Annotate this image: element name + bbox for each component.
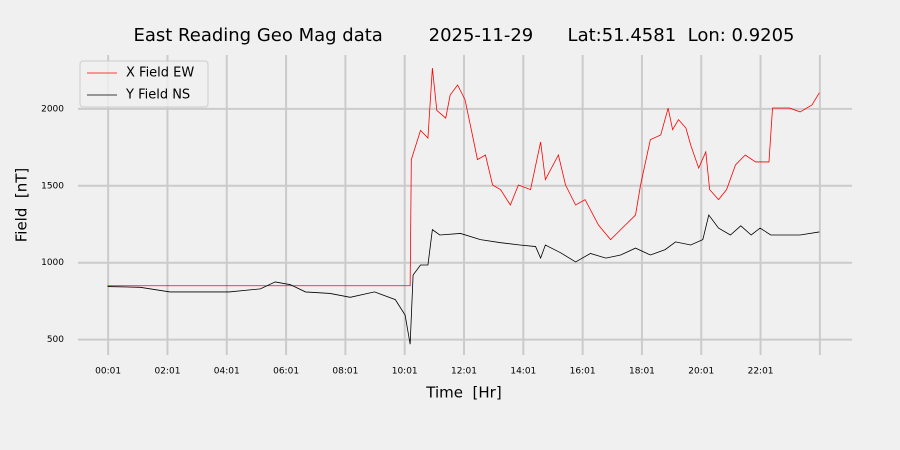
x-axis-label: Time [Hr] (425, 384, 501, 402)
y-axis-label: Field [nT] (13, 168, 31, 243)
y-tick-label: 1000 (41, 258, 64, 268)
x-tick-label: 04:01 (214, 367, 240, 377)
data-line (107, 68, 820, 287)
x-tick-label: 18:01 (629, 367, 655, 377)
y-tick-label: 500 (47, 335, 64, 345)
x-tick-label: 22:01 (748, 367, 774, 377)
x-tick-label: 14:01 (510, 367, 536, 377)
x-tick-label: 16:01 (570, 367, 596, 377)
x-tick-label: 00:01 (95, 367, 121, 377)
x-tick-label: 02:01 (154, 367, 180, 377)
y-tick-label: 1500 (41, 181, 64, 191)
legend-label: X Field EW (126, 66, 194, 81)
legend-box (79, 60, 209, 108)
x-tick-label: 20:01 (688, 367, 714, 377)
chart-title: East Reading Geo Mag data 2025-11-29 Lat… (133, 25, 794, 46)
x-tick-label: 06:01 (273, 367, 299, 377)
data-line (107, 214, 820, 345)
x-tick-label: 08:01 (332, 367, 358, 377)
x-tick-label: 12:01 (451, 367, 477, 377)
x-tick-label: 10:01 (392, 367, 418, 377)
legend-label: Y Field NS (125, 88, 190, 103)
y-tick-label: 2000 (41, 104, 64, 114)
